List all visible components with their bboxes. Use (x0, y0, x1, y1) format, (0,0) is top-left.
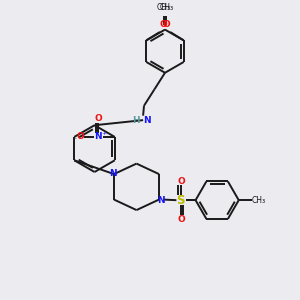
Text: O: O (177, 214, 185, 224)
Text: CH₃: CH₃ (159, 3, 173, 12)
Text: ⁻: ⁻ (72, 135, 76, 144)
Text: H: H (132, 116, 140, 124)
Text: O: O (160, 20, 168, 29)
Text: S: S (176, 194, 185, 207)
Text: O: O (94, 114, 102, 123)
Text: +: + (101, 131, 106, 136)
Text: O: O (162, 20, 170, 29)
Text: N: N (109, 169, 116, 178)
Text: O: O (76, 132, 84, 141)
Text: CH₃: CH₃ (251, 196, 265, 205)
Text: N: N (157, 196, 164, 205)
Text: O: O (177, 177, 185, 186)
Text: CH₃: CH₃ (157, 3, 171, 12)
Text: N: N (94, 132, 102, 141)
Text: N: N (143, 116, 151, 124)
